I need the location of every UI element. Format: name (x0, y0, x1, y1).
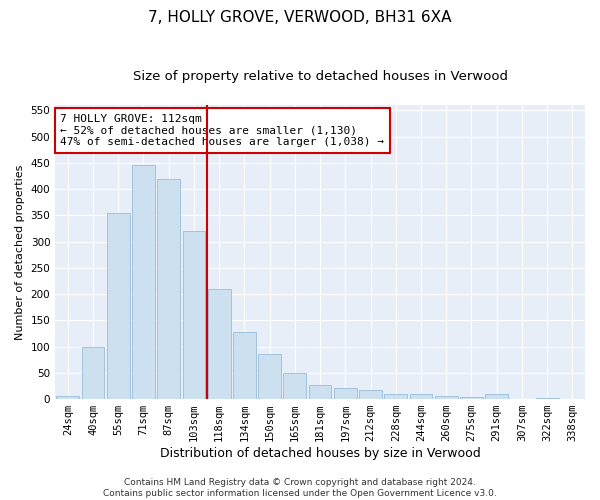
Text: 7 HOLLY GROVE: 112sqm
← 52% of detached houses are smaller (1,130)
47% of semi-d: 7 HOLLY GROVE: 112sqm ← 52% of detached … (61, 114, 385, 147)
Y-axis label: Number of detached properties: Number of detached properties (15, 164, 25, 340)
Bar (258, 354, 281, 399)
Bar (410, 394, 433, 399)
Bar (157, 178, 180, 399)
Bar (435, 396, 458, 399)
Bar (309, 385, 331, 399)
Bar (359, 390, 382, 399)
Text: Contains HM Land Registry data © Crown copyright and database right 2024.
Contai: Contains HM Land Registry data © Crown c… (103, 478, 497, 498)
Bar (385, 394, 407, 399)
Bar (460, 397, 483, 399)
Bar (107, 212, 130, 399)
Bar (511, 398, 533, 399)
Title: Size of property relative to detached houses in Verwood: Size of property relative to detached ho… (133, 70, 508, 83)
Bar (561, 398, 584, 399)
Text: 7, HOLLY GROVE, VERWOOD, BH31 6XA: 7, HOLLY GROVE, VERWOOD, BH31 6XA (148, 10, 452, 25)
Bar (283, 373, 306, 399)
Bar (233, 332, 256, 399)
Bar (334, 388, 356, 399)
Bar (132, 166, 155, 399)
Bar (485, 394, 508, 399)
Bar (82, 346, 104, 399)
X-axis label: Distribution of detached houses by size in Verwood: Distribution of detached houses by size … (160, 447, 481, 460)
Bar (56, 396, 79, 399)
Bar (182, 231, 205, 399)
Bar (208, 289, 230, 399)
Bar (536, 398, 559, 399)
